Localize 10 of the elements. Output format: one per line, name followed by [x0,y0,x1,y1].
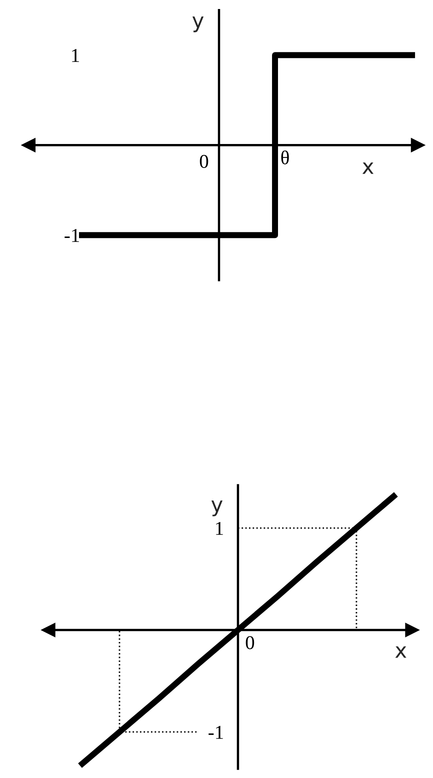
y-tick-label: 1 [72,49,79,62]
y-tick-label: 1 [216,522,223,535]
x-tick-label: θ [281,150,289,164]
annotation: 0 [200,154,208,168]
y-tick-label: -1 [208,726,223,739]
x-axis-title: x [362,162,374,174]
x-axis-title: x [395,646,406,658]
y-axis-title: y [192,16,204,32]
y-axis-title: y [211,500,223,516]
y-tick-label: -1 [64,228,79,242]
